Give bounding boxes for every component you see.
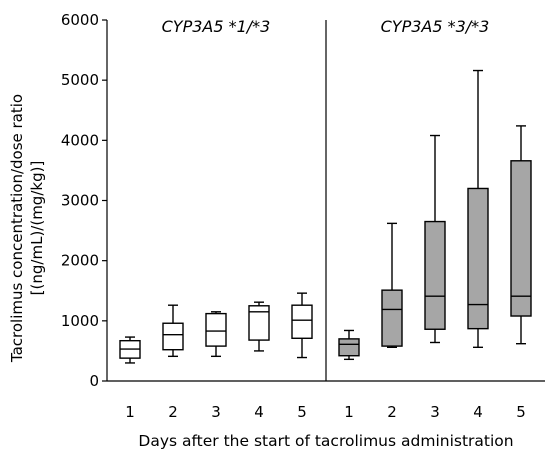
x-tick-label: 1 (125, 403, 135, 421)
y-axis-unit: [(ng/mL)/(mg/kg)] (28, 161, 46, 296)
box-plot (248, 301, 270, 352)
box (467, 187, 489, 330)
y-tick-label: 3000 (61, 192, 99, 210)
x-tick-label: 2 (168, 403, 178, 421)
box-plot (338, 329, 360, 361)
x-tick-label: 4 (473, 403, 483, 421)
y-axis-title: Tacrolimus concentration/dose ratio (8, 94, 26, 363)
box (248, 305, 270, 341)
box (338, 338, 360, 357)
panel-title-2: CYP3A5 *3/*3 (381, 17, 490, 36)
box-plot (510, 125, 532, 345)
x-ticks: 1 2 3 4 5 1 2 3 4 5 (125, 403, 526, 421)
box-plot (424, 134, 446, 344)
box-plot (119, 336, 141, 364)
y-tick-label: 5000 (61, 71, 99, 89)
x-tick-label: 3 (211, 403, 221, 421)
x-tick-label: 3 (430, 403, 440, 421)
x-tick-label: 1 (344, 403, 354, 421)
box (162, 322, 184, 351)
x-tick-label: 5 (297, 403, 307, 421)
box (424, 220, 446, 330)
box (510, 160, 532, 317)
panel-title-1: CYP3A5 *1/*3 (162, 17, 271, 36)
x-tick-label: 4 (254, 403, 264, 421)
x-axis-title: Days after the start of tacrolimus admin… (138, 432, 513, 450)
box-plot (291, 292, 313, 359)
y-ticks: 0 1000 2000 3000 4000 5000 6000 (61, 11, 107, 390)
box-plot (162, 304, 184, 358)
box (291, 304, 313, 339)
box (205, 312, 227, 347)
y-tick-label: 1000 (61, 312, 99, 330)
y-tick-label: 0 (89, 372, 99, 390)
y-tick-label: 2000 (61, 252, 99, 270)
box-plot (381, 222, 403, 349)
y-tick-label: 6000 (61, 11, 99, 29)
box-plot (205, 311, 227, 358)
box (381, 289, 403, 347)
x-tick-label: 2 (387, 403, 397, 421)
boxes (119, 69, 532, 364)
x-tick-label: 5 (516, 403, 526, 421)
y-tick-label: 4000 (61, 131, 99, 149)
box-plot (467, 69, 489, 349)
